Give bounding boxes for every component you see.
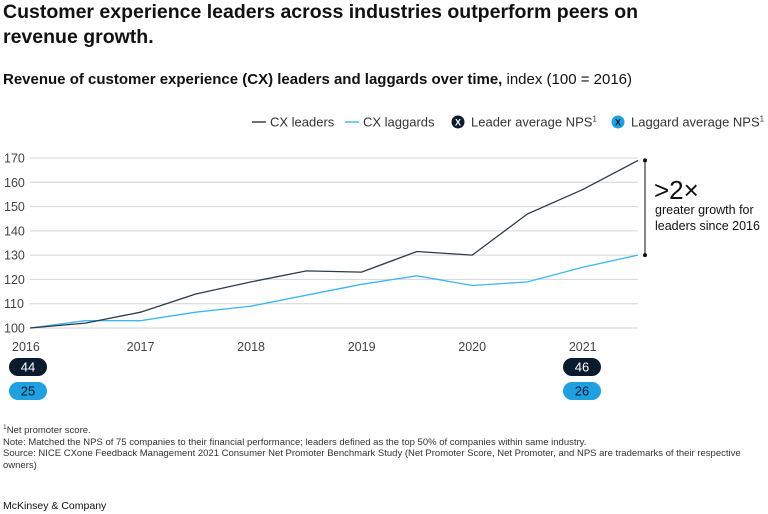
x-tick-label-2018: 2018 [237,340,265,354]
legend-laggard-nps-footnote: 1 [760,115,765,124]
legend-leader-nps-marker [451,115,465,129]
nps-badges: 44 25 46 26 [9,358,601,400]
annotation-big: >2× [654,175,699,205]
x-tick-label-2019: 2019 [348,340,376,354]
nps-laggard-2021-value: 26 [575,384,589,399]
nps-laggard-2016-badge [9,382,47,400]
x-tick-label-2016: 2016 [12,340,40,354]
footnote-source: Source: NICE CXone Feedback Management 2… [3,448,741,471]
growth-bracket [643,158,647,258]
nps-leader-2021-value: 46 [575,360,589,375]
y-tick-label-160: 160 [4,176,25,190]
y-axis-ticks: 100 110 120 130 140 150 160 170 [4,152,25,336]
y-tick-label-130: 130 [4,249,25,263]
x-tick-label-2020: 2020 [458,340,486,354]
legend-laggard-nps-marker [611,115,625,129]
y-tick-label-100: 100 [4,322,25,336]
legend: CX leaders CX laggards X Leader average … [252,115,765,130]
x-axis-ticks: 2016 2017 2018 2019 2020 2021 [12,340,597,354]
legend-leader-nps-text: Leader average NPS [471,115,593,130]
gridlines [30,157,638,329]
legend-leader-nps-marker-text: X [455,118,461,128]
chart-subtitle: Revenue of customer experience (CX) lead… [3,70,632,90]
chart-subtitle-bold: Revenue of customer experience (CX) lead… [3,71,503,88]
legend-laggard-nps-marker-text: X [615,118,621,128]
nps-leader-2021-badge [563,358,601,376]
nps-leader-2016-badge [9,358,47,376]
annotation-line1: greater growth for [655,203,754,217]
series-line-cx-laggards [29,254,639,329]
growth-bracket-top-dot [643,158,647,163]
footnote-nps-text: Net promoter score. [6,425,91,437]
brand-credit: McKinsey & Company [3,500,107,512]
footnote-nps: 1Net promoter score. [3,422,763,437]
legend-leader-nps-label: Leader average NPS1 [471,115,597,130]
annotation-line2: leaders since 2016 [655,219,760,233]
legend-leader-nps-footnote: 1 [592,115,597,124]
y-tick-label-120: 120 [4,273,25,287]
revenue-line-chart: CX leaders CX laggards X Leader average … [4,115,765,400]
footnote-nps-mark: 1 [3,424,7,431]
x-tick-label-2021: 2021 [569,340,597,354]
nps-laggard-2016-value: 25 [21,384,35,399]
y-tick-label-110: 110 [4,297,24,311]
footnote-note: Note: Matched the NPS of 75 companies to… [3,436,587,448]
y-tick-label-170: 170 [4,152,25,166]
footnotes: 1Net promoter score. Note: Matched the N… [3,422,763,471]
y-tick-label-140: 140 [4,224,25,238]
x-tick-label-2017: 2017 [127,340,155,354]
legend-laggard-nps-label: Laggard average NPS1 [631,115,765,130]
legend-laggard-nps-text: Laggard average NPS [631,115,760,130]
legend-laggards-label: CX laggards [363,115,435,130]
headline: Customer experience leaders across indus… [3,1,639,48]
legend-leaders-label: CX leaders [270,115,335,130]
chart-subtitle-rest: index (100 = 2016) [502,71,633,88]
y-tick-label-150: 150 [4,200,25,214]
nps-laggard-2021-badge [563,382,601,400]
series-line-cx-leaders [29,159,639,329]
nps-leader-2016-value: 44 [21,360,35,375]
growth-bracket-bottom-dot [643,253,647,258]
